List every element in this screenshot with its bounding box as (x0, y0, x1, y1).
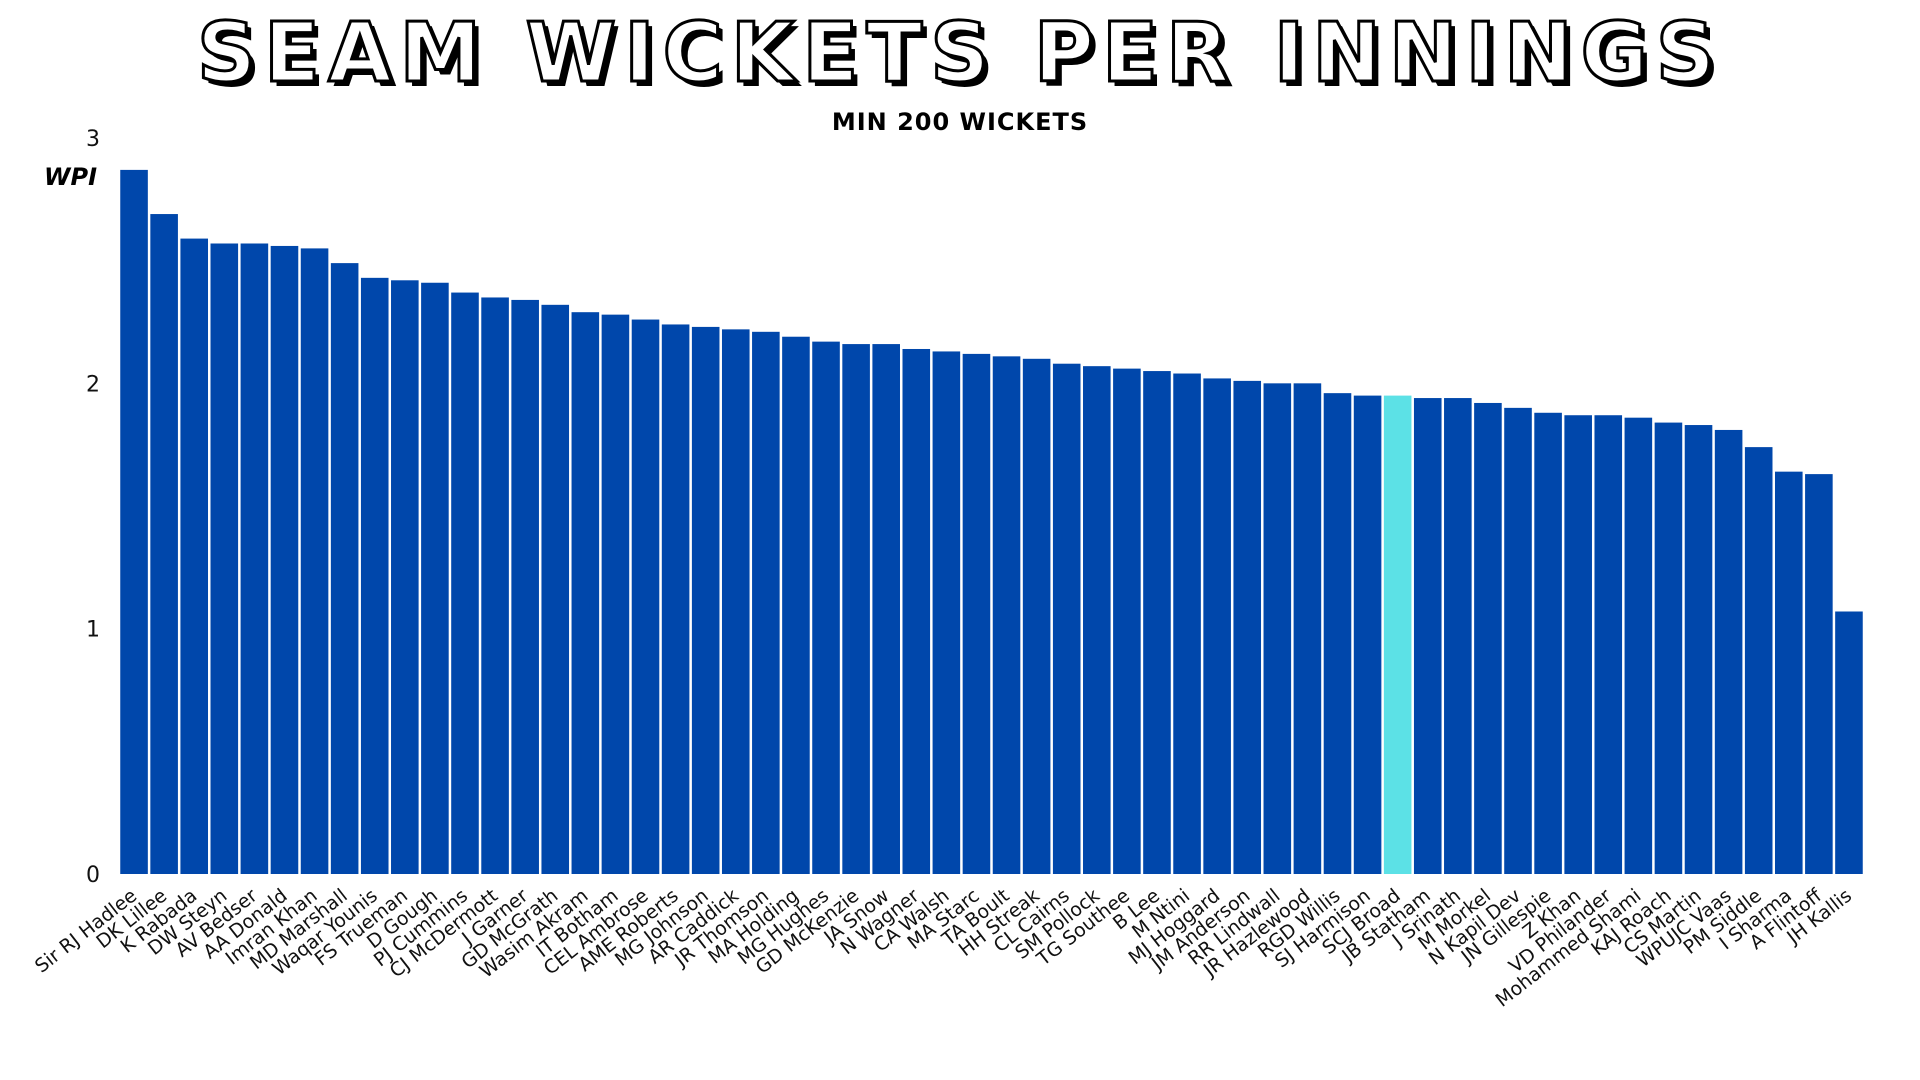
bar (752, 331, 780, 874)
bar (511, 299, 539, 874)
bar (992, 356, 1021, 874)
bar (1113, 368, 1141, 874)
bar (1534, 412, 1562, 874)
y-axis: 0 1 2 3 (86, 127, 100, 888)
bar (872, 344, 900, 875)
bar (812, 341, 840, 874)
bar (1323, 393, 1352, 874)
bar (1022, 358, 1051, 874)
y-axis-label: WPI (44, 163, 97, 191)
bar (541, 304, 570, 874)
bar (481, 297, 509, 874)
bar (1774, 471, 1803, 874)
y-tick-label: 3 (86, 127, 100, 152)
bar (210, 243, 239, 874)
bar (661, 324, 690, 874)
bar (150, 214, 178, 874)
bar (842, 344, 870, 875)
bar (782, 336, 810, 875)
bar (120, 169, 148, 875)
bar (1835, 611, 1863, 874)
bar (1263, 383, 1292, 874)
bar (1564, 415, 1592, 874)
bar (1594, 415, 1623, 874)
bar (1504, 407, 1532, 874)
bar (1805, 474, 1833, 874)
bar (1654, 422, 1683, 874)
bar (391, 280, 419, 874)
y-tick-label: 2 (86, 372, 100, 397)
bar (631, 319, 660, 875)
bar (240, 243, 269, 874)
y-tick-label: 1 (86, 618, 100, 643)
bar (1413, 398, 1442, 874)
bar (571, 312, 600, 875)
bar (1052, 363, 1081, 874)
chart-title: SEAM WICKETS PER INNINGS (196, 5, 1723, 103)
bar (330, 263, 359, 874)
bar (180, 238, 209, 874)
bar (270, 245, 299, 875)
bar (1624, 417, 1653, 874)
bar (601, 314, 630, 874)
bar (1173, 373, 1201, 874)
bar (1203, 378, 1231, 874)
bar (300, 248, 329, 874)
bar (1474, 402, 1502, 874)
bar (1083, 366, 1111, 874)
bar (1744, 447, 1773, 874)
bar (1353, 395, 1382, 874)
bar (902, 348, 931, 874)
y-tick-label: 0 (86, 863, 100, 888)
bars (120, 169, 1863, 875)
bar (1143, 371, 1171, 874)
bar (451, 292, 479, 874)
bar (1383, 395, 1412, 874)
bar (1714, 429, 1743, 874)
bar (360, 277, 389, 875)
bar (1684, 425, 1713, 874)
chart-subtitle: MIN 200 WICKETS (831, 108, 1089, 136)
bar (1233, 380, 1262, 874)
bar (421, 282, 449, 874)
bar (932, 351, 961, 874)
bar (1293, 383, 1322, 874)
bar (691, 326, 720, 874)
bar (1444, 398, 1472, 874)
bar (721, 329, 750, 874)
bar (962, 353, 991, 875)
